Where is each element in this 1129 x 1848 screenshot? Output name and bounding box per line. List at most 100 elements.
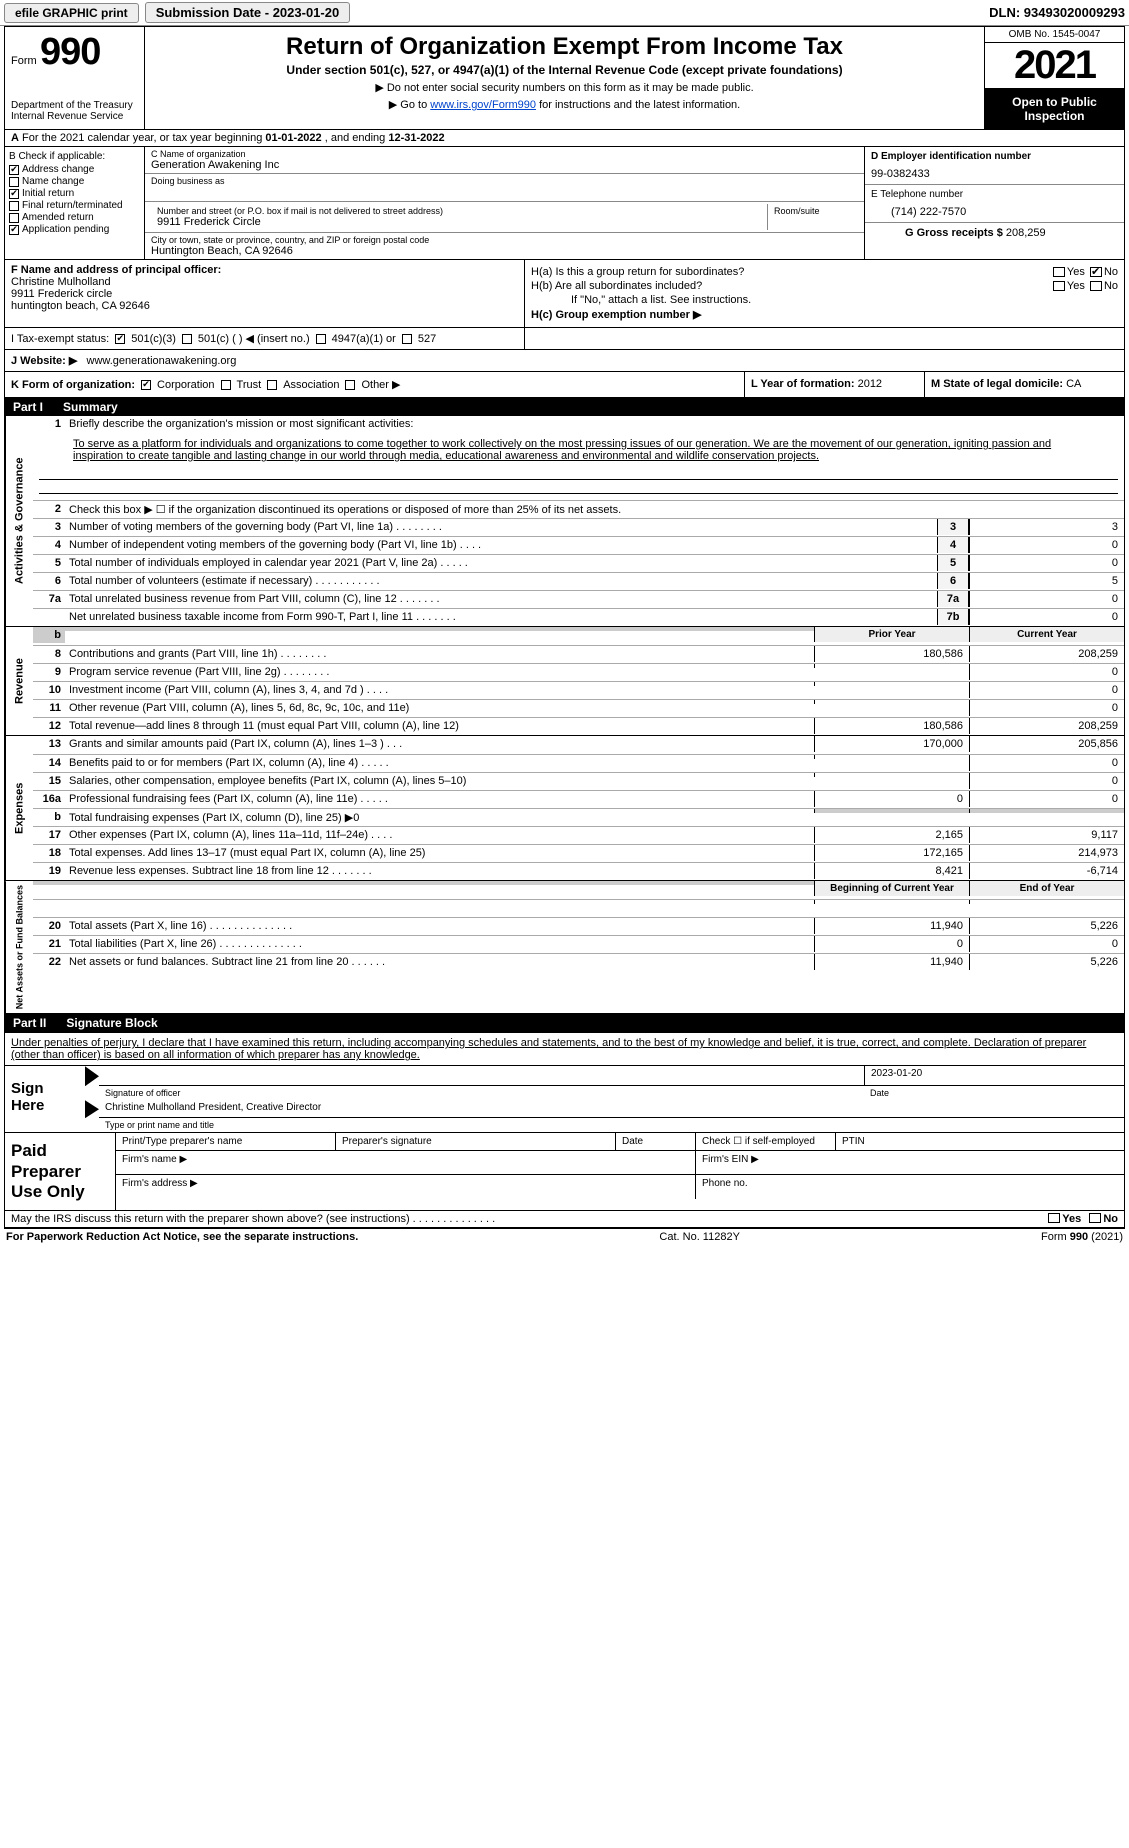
ha-yes-box[interactable] bbox=[1053, 267, 1065, 277]
i-501c-box[interactable] bbox=[182, 334, 192, 344]
b-checkbox[interactable] bbox=[9, 201, 19, 211]
addr-cell: Number and street (or P.O. box if mail i… bbox=[151, 204, 768, 230]
top-toolbar: efile GRAPHIC print Submission Date - 20… bbox=[0, 0, 1129, 26]
row-a-begin: 01-01-2022 bbox=[265, 132, 321, 144]
d-ein-cell: D Employer identification number 99-0382… bbox=[865, 147, 1124, 185]
i-opt4: 527 bbox=[418, 333, 436, 345]
prep-name-label: Print/Type preparer's name bbox=[116, 1133, 336, 1150]
net-spacer-text bbox=[65, 900, 814, 904]
k-assoc-box[interactable] bbox=[267, 380, 277, 390]
hb-no-box[interactable] bbox=[1090, 281, 1102, 291]
ln-text: Total revenue—add lines 8 through 11 (mu… bbox=[65, 718, 814, 734]
k-trust-box[interactable] bbox=[221, 380, 231, 390]
b-checkbox[interactable] bbox=[9, 225, 19, 235]
gov-line: 3Number of voting members of the governi… bbox=[33, 518, 1124, 536]
j-value: www.generationawakening.org bbox=[87, 355, 237, 367]
irs-form990-link[interactable]: www.irs.gov/Form990 bbox=[430, 99, 536, 111]
ln-text: Total expenses. Add lines 13–17 (must eq… bbox=[65, 845, 814, 861]
d-value: 99-0382433 bbox=[871, 168, 1118, 180]
block-b-c-d-e-g: B Check if applicable: Address changeNam… bbox=[5, 147, 1124, 260]
discuss-yes-box[interactable] bbox=[1048, 1213, 1060, 1223]
efile-print-button[interactable]: efile GRAPHIC print bbox=[4, 3, 139, 23]
ln-current: 0 bbox=[969, 700, 1124, 716]
ln-prior bbox=[814, 773, 969, 777]
summary-line: 22Net assets or fund balances. Subtract … bbox=[33, 953, 1124, 971]
activities-governance-section: Activities & Governance 1 Briefly descri… bbox=[5, 416, 1124, 627]
row-j-website: J Website: ▶ www.generationawakening.org bbox=[5, 350, 1124, 372]
hc-label: H(c) Group exemption number ▶ bbox=[531, 309, 701, 321]
discuss-no-box[interactable] bbox=[1089, 1213, 1101, 1223]
form-prefix: Form bbox=[11, 55, 37, 67]
net-blank-num bbox=[33, 881, 65, 885]
note2-post: for instructions and the latest informat… bbox=[536, 99, 740, 111]
i-527-box[interactable] bbox=[402, 334, 412, 344]
mission-blank-2 bbox=[39, 480, 1118, 494]
room-cell: Room/suite bbox=[768, 204, 858, 230]
b-checkbox[interactable] bbox=[9, 165, 19, 175]
col-m-state: M State of legal domicile: CA bbox=[924, 372, 1124, 397]
k-other: Other ▶ bbox=[361, 378, 400, 391]
i-opt1: 501(c)(3) bbox=[131, 333, 176, 345]
summary-line: 9Program service revenue (Part VIII, lin… bbox=[33, 663, 1124, 681]
ln-current: 0 bbox=[969, 755, 1124, 771]
note2-pre: ▶ Go to bbox=[389, 99, 430, 111]
paid-row-2: Firm's name ▶ Firm's EIN ▶ bbox=[116, 1151, 1124, 1175]
irs-label: Internal Revenue Service bbox=[11, 111, 138, 122]
k-corp-box[interactable] bbox=[141, 380, 151, 390]
ln-num: 17 bbox=[33, 827, 65, 843]
ln-box: 5 bbox=[937, 555, 969, 571]
hc-row: H(c) Group exemption number ▶ bbox=[531, 308, 1118, 321]
summary-line: 12Total revenue—add lines 8 through 11 (… bbox=[33, 717, 1124, 735]
ln-text: Total fundraising expenses (Part IX, col… bbox=[65, 809, 814, 826]
ln-value: 0 bbox=[969, 555, 1124, 571]
ln-box: 6 bbox=[937, 573, 969, 589]
end-year-header: End of Year bbox=[969, 881, 1124, 896]
ln-prior bbox=[814, 682, 969, 686]
net-spacer-c bbox=[969, 900, 1124, 904]
gov-line: 5Total number of individuals employed in… bbox=[33, 554, 1124, 572]
ln-num: 16a bbox=[33, 791, 65, 807]
j-label: J Website: ▶ bbox=[11, 355, 77, 367]
b-checkbox-label: Application pending bbox=[22, 224, 109, 235]
summary-line: 13Grants and similar amounts paid (Part … bbox=[33, 736, 1124, 754]
b-checkbox[interactable] bbox=[9, 177, 19, 187]
i-opt3: 4947(a)(1) or bbox=[332, 333, 396, 345]
k-trust: Trust bbox=[237, 379, 262, 391]
ha-no-box[interactable] bbox=[1090, 267, 1102, 277]
ln-text: Total number of volunteers (estimate if … bbox=[65, 573, 937, 589]
ln-text: Revenue less expenses. Subtract line 18 … bbox=[65, 863, 814, 879]
ln-text: Total liabilities (Part X, line 26) . . … bbox=[65, 936, 814, 952]
footer-left: For Paperwork Reduction Act Notice, see … bbox=[6, 1231, 358, 1243]
b-checkbox[interactable] bbox=[9, 213, 19, 223]
i-501c3-box[interactable] bbox=[115, 334, 125, 344]
ln-text: Salaries, other compensation, employee b… bbox=[65, 773, 814, 789]
ln-num: 11 bbox=[33, 700, 65, 716]
summary-line: 11Other revenue (Part VIII, column (A), … bbox=[33, 699, 1124, 717]
ln-num: 18 bbox=[33, 845, 65, 861]
k-other-box[interactable] bbox=[345, 380, 355, 390]
ln-current: 205,856 bbox=[969, 736, 1124, 752]
hb-row: H(b) Are all subordinates included? Yes … bbox=[531, 280, 1118, 292]
side-label-expenses: Expenses bbox=[5, 736, 33, 880]
summary-line: 18Total expenses. Add lines 13–17 (must … bbox=[33, 844, 1124, 862]
ha-no: No bbox=[1104, 266, 1118, 278]
l-value: 2012 bbox=[858, 378, 882, 390]
submission-date-button[interactable]: Submission Date - 2023-01-20 bbox=[145, 2, 351, 23]
rev-blank-num: b bbox=[33, 627, 65, 643]
ln-text: Net assets or fund balances. Subtract li… bbox=[65, 954, 814, 970]
f-name: Christine Mulholland bbox=[11, 276, 518, 288]
ln-num: 19 bbox=[33, 863, 65, 879]
hb-no: No bbox=[1104, 280, 1118, 292]
ln-prior: 2,165 bbox=[814, 827, 969, 843]
net-spacer-p bbox=[814, 900, 969, 904]
ln-text: Total unrelated business revenue from Pa… bbox=[65, 591, 937, 607]
i-4947-box[interactable] bbox=[316, 334, 326, 344]
sig-officer-blank bbox=[99, 1066, 864, 1086]
ln-box: 3 bbox=[937, 519, 969, 535]
net-spacer bbox=[33, 899, 1124, 917]
hb-yes-box[interactable] bbox=[1053, 281, 1065, 291]
prep-sig-label: Preparer's signature bbox=[336, 1133, 616, 1150]
col-k-form-org: K Form of organization: Corporation Trus… bbox=[5, 372, 744, 397]
firm-phone-label: Phone no. bbox=[696, 1175, 1124, 1199]
b-checkbox[interactable] bbox=[9, 189, 19, 199]
